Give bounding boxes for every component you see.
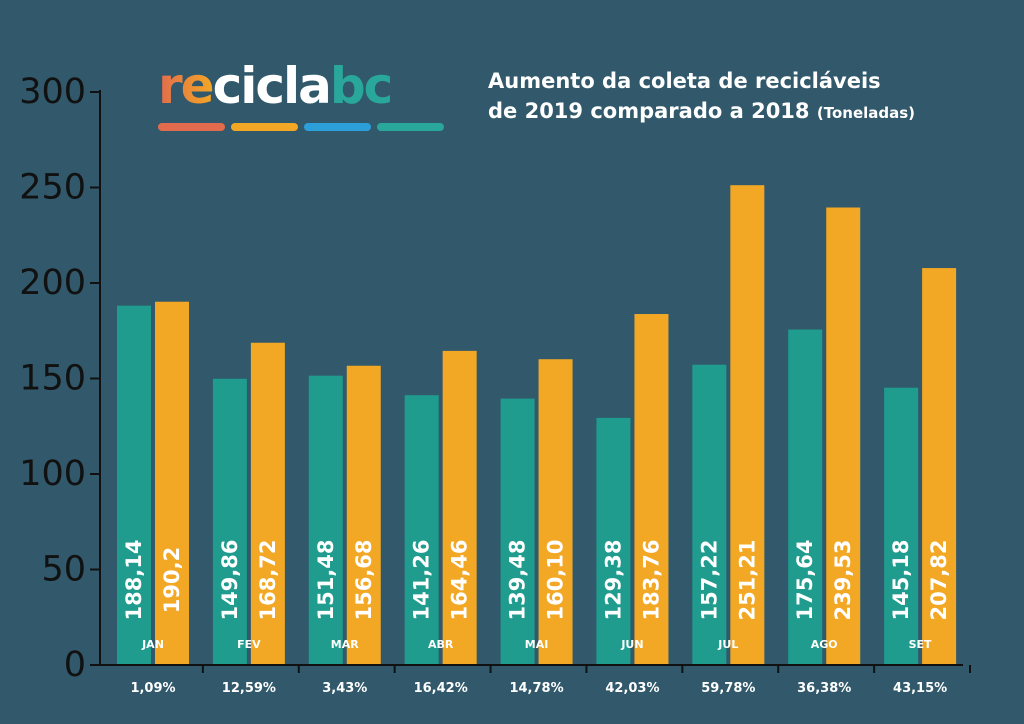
percent-label-jan: 1,09%: [130, 681, 175, 696]
bar-jan-series2: [155, 301, 189, 665]
logo-color-bars: [158, 123, 444, 131]
percent-label-abr: 16,42%: [414, 681, 468, 696]
data-label-jul-series2: 251,21: [735, 539, 759, 620]
x-tick-label-mar: MAR: [331, 638, 359, 651]
data-label-fev-series1: 149,86: [218, 539, 242, 620]
bar-mai-series2: [538, 359, 573, 665]
data-label-abr-series1: 141,26: [410, 539, 434, 620]
data-label-jun-series1: 129,38: [601, 539, 625, 620]
bar-mai-series1: [500, 398, 535, 665]
data-label-abr-series2: 164,46: [448, 539, 472, 620]
bar-set-series1: [884, 387, 919, 665]
logo-bar-yellow: [231, 123, 298, 131]
x-tick-label-fev: FEV: [237, 638, 261, 651]
bar-ago-series1: [788, 329, 823, 665]
y-tick-label-100: 100: [19, 454, 86, 494]
x-tick-label-jan: JAN: [141, 638, 164, 651]
logo-bar-blue: [304, 123, 371, 131]
chart-title: Aumento da coleta de recicláveis de 2019…: [488, 66, 1008, 128]
bar-abr-series2: [442, 350, 477, 665]
logo-text-part1: re: [158, 57, 215, 115]
bar-jul-series1: [692, 364, 727, 665]
percent-label-jul: 59,78%: [701, 681, 755, 696]
bar-jul-series2: [730, 185, 765, 665]
x-tick-label-jun: JUN: [620, 638, 643, 651]
y-tick-label-250: 250: [19, 168, 86, 208]
data-label-jun-series2: 183,76: [639, 539, 663, 620]
data-label-set-series1: 145,18: [889, 539, 913, 620]
bar-mar-series2: [346, 365, 381, 665]
data-label-jul-series1: 157,22: [697, 539, 721, 620]
logo-bar-orange: [158, 123, 225, 131]
bar-fev-series1: [212, 378, 247, 665]
logo-bar-teal: [377, 123, 444, 131]
bar-jan-series1: [117, 305, 151, 665]
chart-title-unit: (Toneladas): [816, 104, 916, 122]
bar-jun-series1: [596, 417, 631, 665]
data-label-ago-series1: 175,64: [793, 539, 817, 620]
chart-title-line1: Aumento da coleta de recicláveis: [488, 69, 881, 93]
x-tick-label-ago: AGO: [811, 638, 838, 651]
data-label-mar-series1: 151,48: [314, 539, 338, 620]
percent-label-jun: 42,03%: [605, 681, 659, 696]
bar-mar-series1: [308, 375, 343, 665]
bar-jun-series2: [634, 314, 669, 665]
y-tick-label-0: 0: [64, 645, 86, 685]
data-label-fev-series2: 168,72: [256, 539, 280, 620]
y-tick-label-50: 50: [41, 550, 86, 590]
data-label-mai-series1: 139,48: [506, 539, 530, 620]
percent-label-mai: 14,78%: [509, 681, 563, 696]
x-tick-label-jul: JUL: [717, 638, 738, 651]
data-label-mar-series2: 156,68: [352, 539, 376, 620]
reciclabc-logo: reciclabc: [158, 56, 393, 116]
data-label-mai-series2: 160,10: [544, 539, 568, 620]
data-label-jan-series1: 188,14: [122, 539, 146, 620]
bar-ago-series2: [826, 207, 861, 666]
data-label-ago-series2: 239,53: [831, 539, 855, 620]
data-label-jan-series2: 190,2: [160, 547, 184, 613]
bar-set-series2: [922, 268, 957, 665]
y-tick-label-150: 150: [19, 359, 86, 399]
data-label-set-series2: 207,82: [927, 539, 951, 620]
x-tick-label-abr: ABR: [428, 638, 454, 651]
y-tick-label-200: 200: [19, 263, 86, 303]
bar-abr-series1: [404, 395, 439, 665]
percent-label-ago: 36,38%: [797, 681, 851, 696]
chart-title-line2: de 2019 comparado a 2018: [488, 99, 810, 123]
logo-text-part2: cicla: [212, 57, 332, 115]
percent-label-mar: 3,43%: [322, 681, 367, 696]
logo-text-part3: bc: [329, 57, 393, 115]
x-tick-label-set: SET: [909, 638, 932, 651]
x-tick-label-mai: MAI: [525, 638, 549, 651]
y-tick-label-300: 300: [19, 72, 86, 112]
percent-label-set: 43,15%: [893, 681, 947, 696]
percent-label-fev: 12,59%: [222, 681, 276, 696]
bar-fev-series2: [250, 342, 285, 665]
